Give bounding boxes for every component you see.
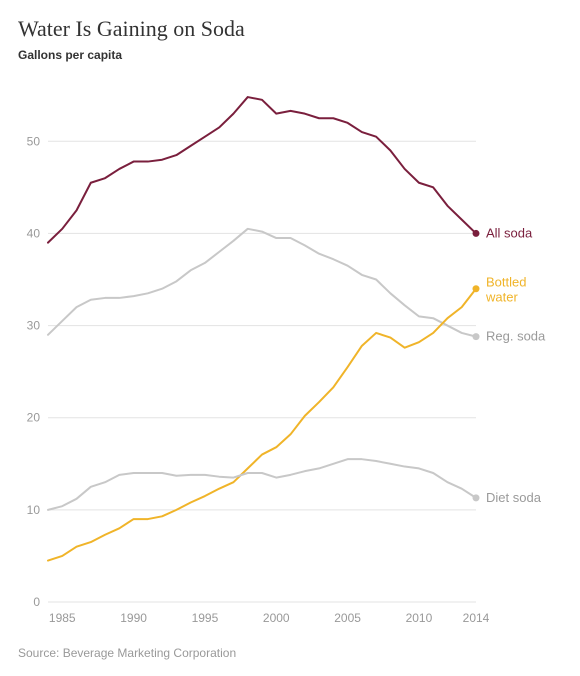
series-all-soda — [48, 97, 476, 243]
series-label-bottled-water-2: water — [485, 290, 518, 305]
x-tick-label: 2014 — [463, 611, 490, 625]
series-reg-soda — [48, 229, 476, 337]
x-tick-label: 2005 — [334, 611, 361, 625]
chart-title: Water Is Gaining on Soda — [18, 16, 562, 42]
chart-subtitle: Gallons per capita — [18, 48, 562, 62]
series-end-marker-diet-soda — [473, 494, 480, 501]
series-end-marker-all-soda — [473, 230, 480, 237]
y-tick-label: 40 — [27, 226, 41, 240]
y-tick-label: 20 — [27, 411, 41, 425]
line-chart: 0 10 20 30 40 50 1985 1990 1995 2000 2005 2010 2014 A… — [18, 76, 562, 636]
series-label-diet-soda: Diet soda — [486, 490, 542, 505]
y-tick-label: 30 — [27, 319, 41, 333]
x-tick-label: 2000 — [263, 611, 290, 625]
source-text: Source: Beverage Marketing Corporation — [18, 646, 562, 660]
series-bottled-water — [48, 289, 476, 561]
y-tick-label: 50 — [27, 134, 41, 148]
series-diet-soda — [48, 459, 476, 510]
y-tick-label: 10 — [27, 503, 41, 517]
series-label-all-soda: All soda — [486, 225, 533, 240]
series-end-marker-bottled-water — [473, 285, 480, 292]
x-tick-label: 1985 — [49, 611, 76, 625]
series-end-marker-reg-soda — [473, 333, 480, 340]
series-label-bottled-water: Bottled — [486, 275, 526, 290]
x-tick-label: 2010 — [406, 611, 433, 625]
series-label-reg-soda: Reg. soda — [486, 329, 546, 344]
y-tick-label: 0 — [33, 595, 40, 609]
chart-svg: 0 10 20 30 40 50 1985 1990 1995 2000 2005 2010 2014 A… — [18, 76, 562, 636]
x-tick-label: 1990 — [120, 611, 147, 625]
x-tick-label: 1995 — [192, 611, 219, 625]
